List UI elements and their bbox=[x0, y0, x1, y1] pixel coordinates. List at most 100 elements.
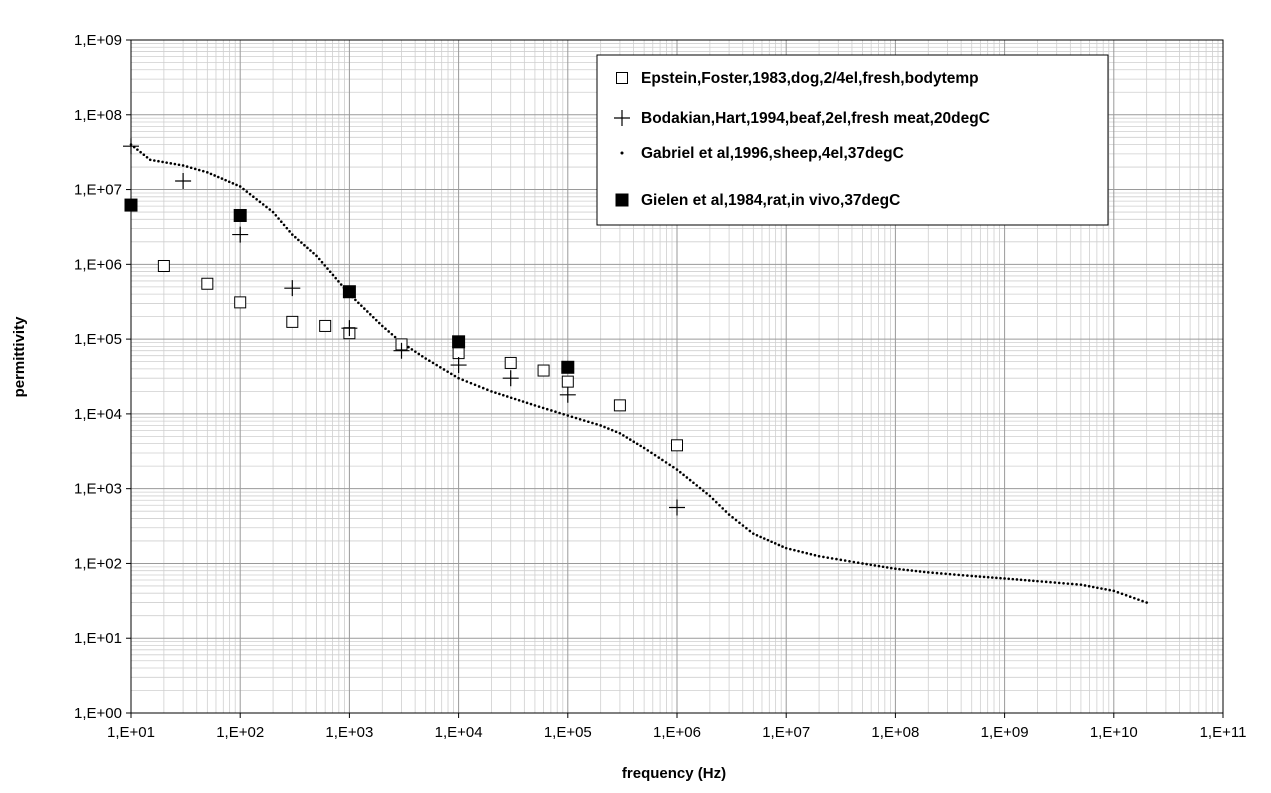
data-point bbox=[227, 180, 231, 184]
data-point bbox=[265, 205, 268, 209]
data-point bbox=[835, 557, 838, 561]
x-tick-label: 1,E+08 bbox=[871, 724, 919, 741]
data-point bbox=[498, 392, 501, 396]
data-point bbox=[220, 177, 224, 180]
data-point bbox=[490, 390, 493, 393]
data-point bbox=[142, 153, 146, 157]
data-point bbox=[910, 569, 914, 572]
data-point bbox=[461, 378, 465, 382]
data-point bbox=[562, 412, 565, 416]
data-point bbox=[906, 568, 910, 572]
data-point bbox=[277, 217, 280, 220]
data-point bbox=[762, 537, 766, 540]
data-point bbox=[856, 561, 860, 565]
data-point bbox=[446, 370, 449, 373]
legend-label: Gabriel et al,1996,sheep,4el,37degC bbox=[641, 145, 904, 162]
data-point bbox=[1070, 582, 1074, 586]
data-point bbox=[369, 313, 372, 316]
data-point bbox=[559, 386, 576, 403]
data-point bbox=[603, 425, 606, 429]
x-tick-label: 1,E+06 bbox=[653, 724, 701, 741]
data-point bbox=[614, 430, 618, 434]
data-point bbox=[384, 327, 387, 331]
data-point bbox=[1023, 578, 1027, 582]
data-point bbox=[826, 556, 830, 559]
data-point bbox=[718, 503, 721, 507]
data-point bbox=[1053, 581, 1057, 584]
data-point bbox=[452, 335, 466, 349]
data-point bbox=[781, 545, 784, 548]
data-point bbox=[701, 489, 705, 492]
data-point bbox=[830, 557, 834, 560]
data-point bbox=[711, 497, 715, 501]
data-point bbox=[558, 411, 561, 415]
data-point bbox=[209, 172, 213, 176]
data-point bbox=[843, 559, 847, 562]
data-point bbox=[1066, 582, 1070, 585]
data-point bbox=[889, 566, 893, 570]
x-tick-label: 1,E+10 bbox=[1090, 724, 1138, 741]
series-plus bbox=[123, 138, 685, 516]
data-point bbox=[657, 456, 661, 459]
data-point bbox=[303, 243, 306, 247]
data-point bbox=[541, 406, 545, 410]
data-point bbox=[537, 405, 541, 408]
data-point bbox=[898, 567, 901, 571]
data-point bbox=[533, 404, 537, 407]
data-point bbox=[607, 427, 610, 430]
data-point bbox=[224, 178, 227, 182]
data-point bbox=[869, 563, 873, 567]
data-point bbox=[431, 361, 435, 365]
x-tick-label: 1,E+04 bbox=[435, 724, 483, 741]
data-point bbox=[157, 159, 160, 163]
data-point bbox=[124, 198, 138, 212]
data-point bbox=[473, 383, 477, 387]
data-point bbox=[268, 208, 272, 211]
data-point bbox=[550, 409, 553, 412]
data-point bbox=[255, 197, 258, 201]
data-point bbox=[477, 385, 481, 388]
data-point bbox=[671, 439, 683, 452]
data-point bbox=[390, 332, 394, 336]
data-point bbox=[759, 535, 762, 539]
data-point bbox=[414, 350, 417, 353]
data-point bbox=[999, 576, 1002, 580]
series-layer bbox=[123, 138, 1148, 604]
data-point bbox=[632, 440, 636, 443]
data-point bbox=[486, 388, 489, 392]
data-point bbox=[424, 357, 428, 360]
data-point bbox=[935, 571, 939, 575]
y-tick-label: 1,E+03 bbox=[74, 481, 122, 498]
data-point bbox=[271, 210, 275, 214]
data-point bbox=[145, 155, 149, 159]
data-point bbox=[639, 444, 642, 448]
x-tick-label: 1,E+11 bbox=[1200, 724, 1247, 741]
data-point bbox=[813, 553, 817, 557]
data-point bbox=[469, 381, 473, 385]
data-point bbox=[678, 470, 682, 474]
series-filled-square bbox=[124, 198, 575, 374]
data-point bbox=[974, 574, 978, 578]
data-point bbox=[181, 164, 185, 167]
data-point bbox=[481, 386, 485, 390]
data-point bbox=[1015, 578, 1019, 581]
y-tick-label: 1,E+04 bbox=[74, 406, 122, 423]
legend-label: Gielen et al,1984,rat,in vivo,37degC bbox=[641, 192, 900, 209]
data-point bbox=[940, 572, 943, 575]
legend-box bbox=[596, 54, 1109, 226]
data-point bbox=[877, 564, 881, 568]
data-point bbox=[334, 276, 338, 280]
y-tick-label: 1,E+00 bbox=[74, 705, 122, 722]
data-point bbox=[360, 304, 363, 307]
data-point bbox=[561, 360, 575, 374]
data-point bbox=[926, 571, 930, 574]
data-point bbox=[777, 543, 781, 547]
data-point bbox=[274, 213, 278, 217]
data-point bbox=[393, 335, 397, 339]
data-point bbox=[148, 158, 152, 162]
data-point bbox=[698, 486, 702, 490]
data-point bbox=[622, 434, 625, 437]
data-point bbox=[668, 463, 671, 467]
data-point bbox=[953, 573, 956, 576]
y-tick-label: 1,E+05 bbox=[74, 331, 122, 348]
